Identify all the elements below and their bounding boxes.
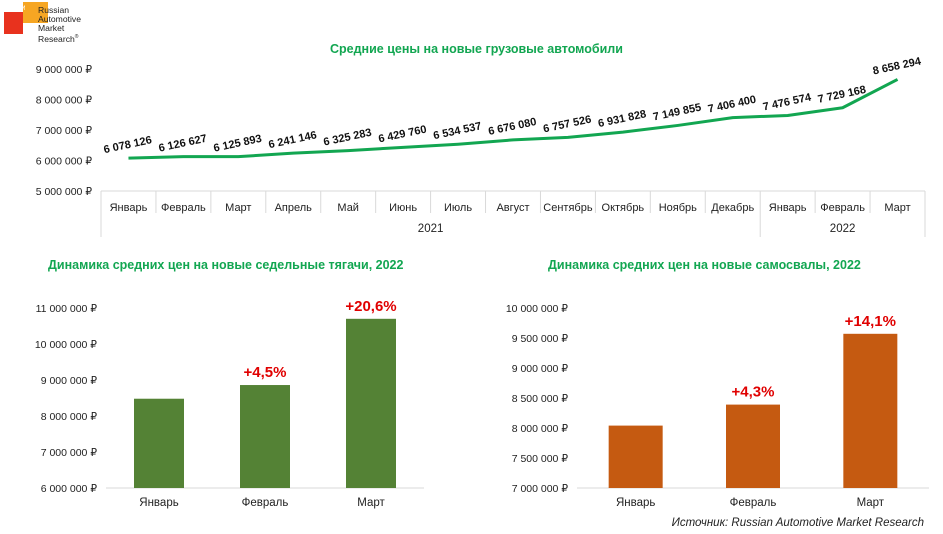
- line-x-tick-label: Март: [884, 202, 910, 214]
- line-data-label: 6 429 760: [377, 124, 427, 146]
- line-data-label: 6 126 627: [158, 133, 208, 155]
- line-data-label: 6 125 893: [213, 133, 263, 155]
- tractor-y-tick-label: 7 000 000 ₽: [41, 447, 98, 459]
- dump-bar: [608, 425, 663, 488]
- line-y-tick-label: 7 000 000 ₽: [36, 125, 93, 137]
- tractor-bar: [240, 385, 290, 488]
- line-data-label: 6 534 537: [432, 120, 482, 142]
- tractor-x-tick-label: Февраль: [242, 497, 289, 509]
- dump-bar: [726, 404, 780, 488]
- line-x-tick-label: Апрель: [275, 202, 313, 214]
- line-data-label: 6 241 146: [267, 129, 317, 151]
- bar-chart-2-title: Динамика средних цен на новые самосвалы,…: [548, 258, 861, 272]
- tractor-x-tick-label: Январь: [139, 497, 178, 509]
- line-x-tick-label: Июль: [444, 202, 472, 214]
- dump-change-label: +14,1%: [845, 313, 896, 330]
- line-series: [128, 78, 899, 160]
- line-data-label: 7 406 400: [707, 94, 757, 116]
- tractor-x-tick-label: Март: [357, 497, 385, 509]
- dump-y-tick-label: 8 000 000 ₽: [512, 423, 569, 435]
- line-data-label: 6 676 080: [487, 116, 537, 138]
- line-data-label: 7 476 574: [762, 91, 813, 113]
- line-x-tick-label: Сентябрь: [543, 202, 593, 214]
- logo-small-text: НАПИ: [8, 6, 26, 12]
- line-year-label: 2021: [418, 223, 444, 235]
- line-x-tick-label: Май: [337, 202, 359, 214]
- logo-red-square: [4, 12, 23, 34]
- tractor-change-label: +4,5%: [244, 364, 287, 381]
- line-data-label: 6 757 526: [542, 114, 592, 136]
- line-x-tick-label: Январь: [769, 202, 807, 214]
- tractor-y-tick-label: 9 000 000 ₽: [41, 375, 98, 387]
- tractor-change-label: +20,6%: [345, 298, 396, 315]
- logo-text: Russian Automotive Market Research®: [38, 5, 81, 44]
- tractor-bar: [346, 318, 396, 488]
- line-x-tick-label: Октябрь: [602, 202, 645, 214]
- dump-x-tick-label: Март: [857, 497, 885, 509]
- dump-x-tick-label: Февраль: [730, 497, 777, 509]
- line-x-tick-label: Февраль: [820, 202, 865, 214]
- dump-y-tick-label: 9 500 000 ₽: [512, 333, 569, 345]
- line-x-tick-label: Декабрь: [711, 202, 754, 214]
- dump-y-tick-label: 9 000 000 ₽: [512, 363, 569, 375]
- line-x-tick-label: Январь: [110, 202, 148, 214]
- line-y-tick-label: 5 000 000 ₽: [36, 186, 93, 198]
- tractor-y-tick-label: 10 000 000 ₽: [35, 339, 97, 351]
- line-x-tick-label: Март: [225, 202, 251, 214]
- logo: НАПИ Russian Automotive Market Research®: [4, 2, 94, 54]
- line-x-tick-label: Ноябрь: [659, 202, 697, 214]
- line-year-label: 2022: [830, 223, 856, 235]
- line-chart-title: Средние цены на новые грузовые автомобил…: [330, 42, 623, 56]
- line-x-tick-label: Август: [496, 202, 529, 214]
- line-data-label: 6 078 126: [103, 134, 153, 156]
- dump-y-tick-label: 7 000 000 ₽: [512, 483, 569, 495]
- line-y-tick-label: 8 000 000 ₽: [36, 95, 93, 107]
- line-data-label: 7 729 168: [817, 84, 867, 106]
- tractor-bar: [134, 398, 184, 488]
- tractor-y-tick-label: 8 000 000 ₽: [41, 411, 98, 423]
- tractor-y-tick-label: 11 000 000 ₽: [36, 303, 98, 315]
- logo-orange-square: [23, 2, 48, 23]
- source-note: Источник: Russian Automotive Market Rese…: [671, 517, 924, 529]
- line-data-label: 7 149 855: [652, 102, 702, 124]
- dump-y-tick-label: 7 500 000 ₽: [512, 453, 569, 465]
- line-y-tick-label: 9 000 000 ₽: [36, 64, 93, 76]
- dump-change-label: +4,3%: [732, 384, 775, 401]
- dump-x-tick-label: Январь: [616, 497, 655, 509]
- line-y-tick-label: 6 000 000 ₽: [36, 156, 93, 168]
- line-x-tick-label: Февраль: [161, 202, 206, 214]
- dump-bar: [843, 333, 898, 488]
- line-data-label: 8 658 294: [872, 55, 923, 77]
- dump-y-tick-label: 8 500 000 ₽: [512, 393, 569, 405]
- line-data-label: 6 931 828: [597, 108, 647, 130]
- dump-y-tick-label: 10 000 000 ₽: [506, 303, 568, 315]
- line-data-label: 6 325 283: [322, 127, 372, 149]
- bar-chart-1-title: Динамика средних цен на новые седельные …: [48, 258, 404, 272]
- line-x-tick-label: Июнь: [389, 202, 417, 214]
- tractor-y-tick-label: 6 000 000 ₽: [41, 483, 98, 495]
